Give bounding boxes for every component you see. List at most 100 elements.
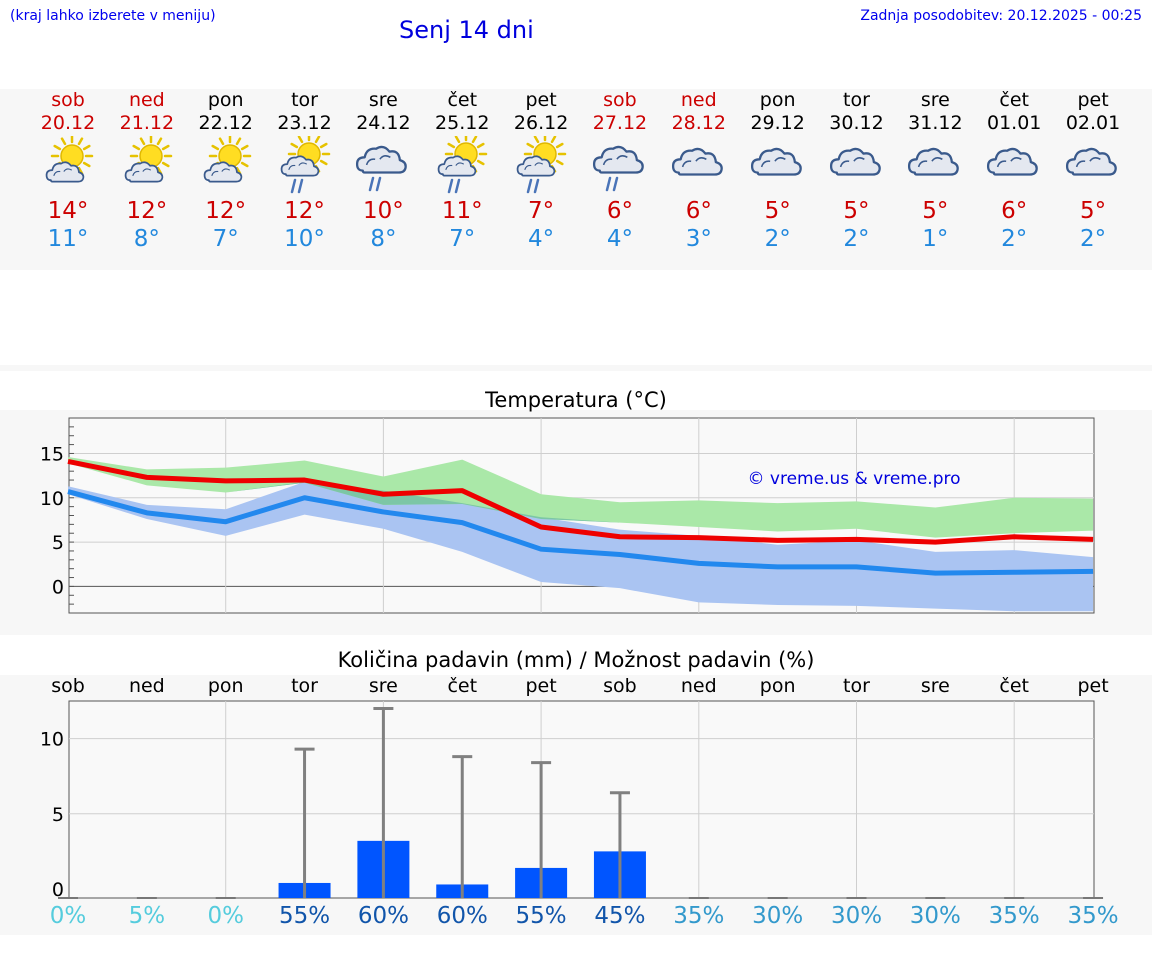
cloud-rain-icon <box>356 145 408 192</box>
precipitation-probability: 35% <box>1067 903 1119 929</box>
day-name: ned <box>128 89 165 111</box>
min-temperature: 11° <box>47 226 89 252</box>
day-name: pet <box>1077 89 1109 111</box>
min-temperature: 1° <box>922 226 949 252</box>
max-temperature: 7° <box>528 198 555 224</box>
min-temperature: 2° <box>1079 226 1107 252</box>
precipitation-day-label: pon <box>759 675 796 697</box>
forecast-band <box>0 89 1152 270</box>
day-icon <box>738 136 818 196</box>
day-date: 30.12 <box>829 112 884 134</box>
min-temperature: 2° <box>764 226 791 252</box>
precipitation-probability: 5% <box>128 903 166 929</box>
day-icon <box>186 134 266 196</box>
menu-hint: (kraj lahko izberete v meniju) <box>10 8 216 24</box>
max-temperature: 12° <box>284 198 325 224</box>
cloud-icon <box>908 147 960 176</box>
max-temperature: 6° <box>685 198 712 224</box>
day-icon <box>1053 136 1133 196</box>
day-date: 21.12 <box>119 112 175 134</box>
day-date: 20.12 <box>40 112 96 134</box>
sun-cloud-rain-icon <box>516 132 567 194</box>
cloud-icon <box>987 147 1038 176</box>
day-date: 24.12 <box>356 112 411 134</box>
min-temperature: 2° <box>1001 226 1028 252</box>
sun-cloud-rain-icon <box>437 132 488 194</box>
day-name: ned <box>680 89 717 111</box>
day-name: tor <box>291 89 318 111</box>
precipitation-day-label: tor <box>843 675 870 697</box>
day-date: 01.01 <box>986 112 1042 134</box>
max-temperature: 6° <box>1001 198 1028 224</box>
min-temperature-range <box>68 481 1094 612</box>
max-temperature: 5° <box>1079 198 1107 224</box>
sun-cloud-icon <box>203 134 251 183</box>
y-tick-label: 0 <box>52 576 64 598</box>
day-name: pon <box>207 89 244 111</box>
day-icon <box>422 132 502 196</box>
precipitation-probability: 30% <box>909 903 961 929</box>
min-temperature: 8° <box>370 226 397 252</box>
min-temperature: 2° <box>843 226 870 252</box>
min-temperature: 10° <box>284 226 325 252</box>
day-date: 27.12 <box>592 112 648 134</box>
precipitation-probability: 0% <box>49 903 87 929</box>
min-temperature-line <box>67 489 1094 576</box>
watermark: © vreme.us & vreme.pro <box>747 469 960 489</box>
day-name: pet <box>525 89 557 111</box>
max-temperature: 12° <box>126 198 168 224</box>
day-icon <box>265 132 345 196</box>
y-tick-label: 0 <box>52 879 64 901</box>
min-temperature: 4° <box>606 226 633 252</box>
sun-cloud-icon <box>124 134 173 183</box>
temperature-chart-title: Temperatura (°C) <box>485 388 667 412</box>
cloud-icon <box>829 147 881 176</box>
max-temperature-line <box>67 458 1094 545</box>
y-tick-label: 5 <box>52 532 64 554</box>
day-date: 25.12 <box>435 112 490 134</box>
precipitation-probability: 45% <box>594 903 646 929</box>
precipitation-probability: 30% <box>752 903 804 929</box>
precipitation-day-label: sre <box>368 675 398 697</box>
day-date: 26.12 <box>513 112 569 134</box>
precipitation-day-label: pet <box>525 675 557 697</box>
min-temperature: 4° <box>528 226 555 252</box>
day-icon <box>974 136 1054 196</box>
y-tick-label: 15 <box>40 443 64 465</box>
max-temperature: 12° <box>205 198 247 224</box>
day-name: tor <box>843 89 870 111</box>
cloud-icon <box>750 147 802 176</box>
precipitation-day-label: tor <box>291 675 318 697</box>
precipitation-day-label: sob <box>51 675 85 697</box>
precipitation-probability: 60% <box>436 903 488 929</box>
day-icon <box>580 136 660 196</box>
precipitation-day-label: čet <box>999 675 1029 697</box>
day-icon <box>659 136 739 196</box>
min-temperature: 7° <box>212 226 239 252</box>
spacer-band <box>0 365 1152 371</box>
day-name: sre <box>368 89 398 111</box>
precipitation-probability: 55% <box>515 903 567 929</box>
precipitation-day-label: sre <box>920 675 950 697</box>
max-temperature: 5° <box>843 198 870 224</box>
precipitation-chart-title: Količina padavin (mm) / Možnost padavin … <box>337 648 815 672</box>
precipitation-day-label: ned <box>680 675 717 697</box>
page-title: Senj 14 dni <box>399 16 534 44</box>
day-icon <box>895 136 975 196</box>
day-date: 23.12 <box>277 112 332 134</box>
day-date: 31.12 <box>908 112 963 134</box>
precipitation-probability: 30% <box>830 903 883 929</box>
max-temperature: 5° <box>922 198 949 224</box>
precipitation-probability: 35% <box>988 903 1040 929</box>
day-name: sob <box>51 89 85 111</box>
max-temperature: 10° <box>363 198 404 224</box>
precipitation-plot-area <box>68 700 1095 899</box>
precipitation-probability: 35% <box>673 903 725 929</box>
day-icon <box>28 134 108 196</box>
day-icon <box>817 136 897 196</box>
day-name: čet <box>999 89 1029 111</box>
y-tick-label: 5 <box>52 804 64 826</box>
precipitation-probability: 60% <box>357 903 409 929</box>
last-updated: Zadnja posodobitev: 20.12.2025 - 00:25 <box>860 8 1142 24</box>
